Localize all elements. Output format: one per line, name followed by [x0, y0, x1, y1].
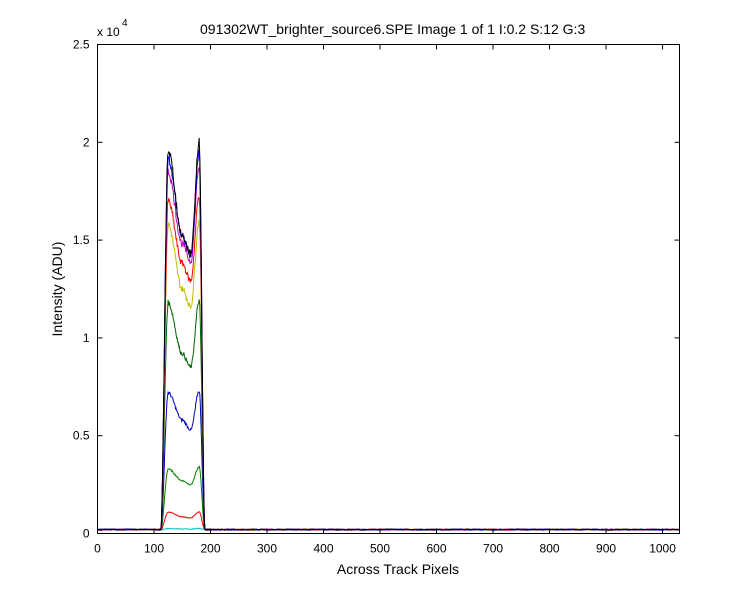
x-tick-label: 700 [483, 542, 503, 556]
axes-box [97, 44, 680, 534]
y-tick-label: 2 [83, 135, 90, 149]
y-tick-label: 2.5 [73, 38, 90, 52]
series-layer [97, 137, 680, 532]
chart-title: 091302WT_brighter_source6.SPE Image 1 of… [200, 21, 585, 37]
series-line [97, 299, 679, 531]
series-line [97, 390, 680, 531]
x-tick-label: 500 [370, 542, 390, 556]
y-tick-label: 0.5 [73, 429, 90, 443]
y-exponent-power: 4 [122, 18, 128, 29]
x-ticks: 0 100 200 300 400 500 600 700 800 900 1000 [94, 44, 676, 556]
x-axis-label: Across Track Pixels [337, 561, 459, 577]
x-tick-label: 100 [144, 542, 164, 556]
y-tick-label: 0 [83, 527, 90, 541]
x-tick-label: 800 [540, 542, 560, 556]
x-tick-label: 0 [94, 542, 101, 556]
x-tick-label: 300 [257, 542, 277, 556]
x-tick-label: 200 [200, 542, 220, 556]
y-tick-label: 1.5 [73, 233, 90, 247]
x-tick-label: 1000 [649, 542, 676, 556]
y-ticks: 0 0.5 1 1.5 2 2.5 [73, 38, 680, 541]
series-line [97, 166, 679, 531]
series-line [97, 149, 680, 531]
y-axis-label: Intensity (ADU) [49, 242, 65, 337]
x-tick-label: 400 [314, 542, 334, 556]
series-line [97, 511, 680, 531]
series-line [97, 196, 679, 531]
y-exponent-base: x 10 [97, 25, 120, 39]
series-line [97, 464, 679, 532]
series-line [97, 137, 679, 531]
y-tick-label: 1 [83, 331, 90, 345]
x-tick-label: 600 [427, 542, 447, 556]
x-tick-label: 900 [596, 542, 616, 556]
